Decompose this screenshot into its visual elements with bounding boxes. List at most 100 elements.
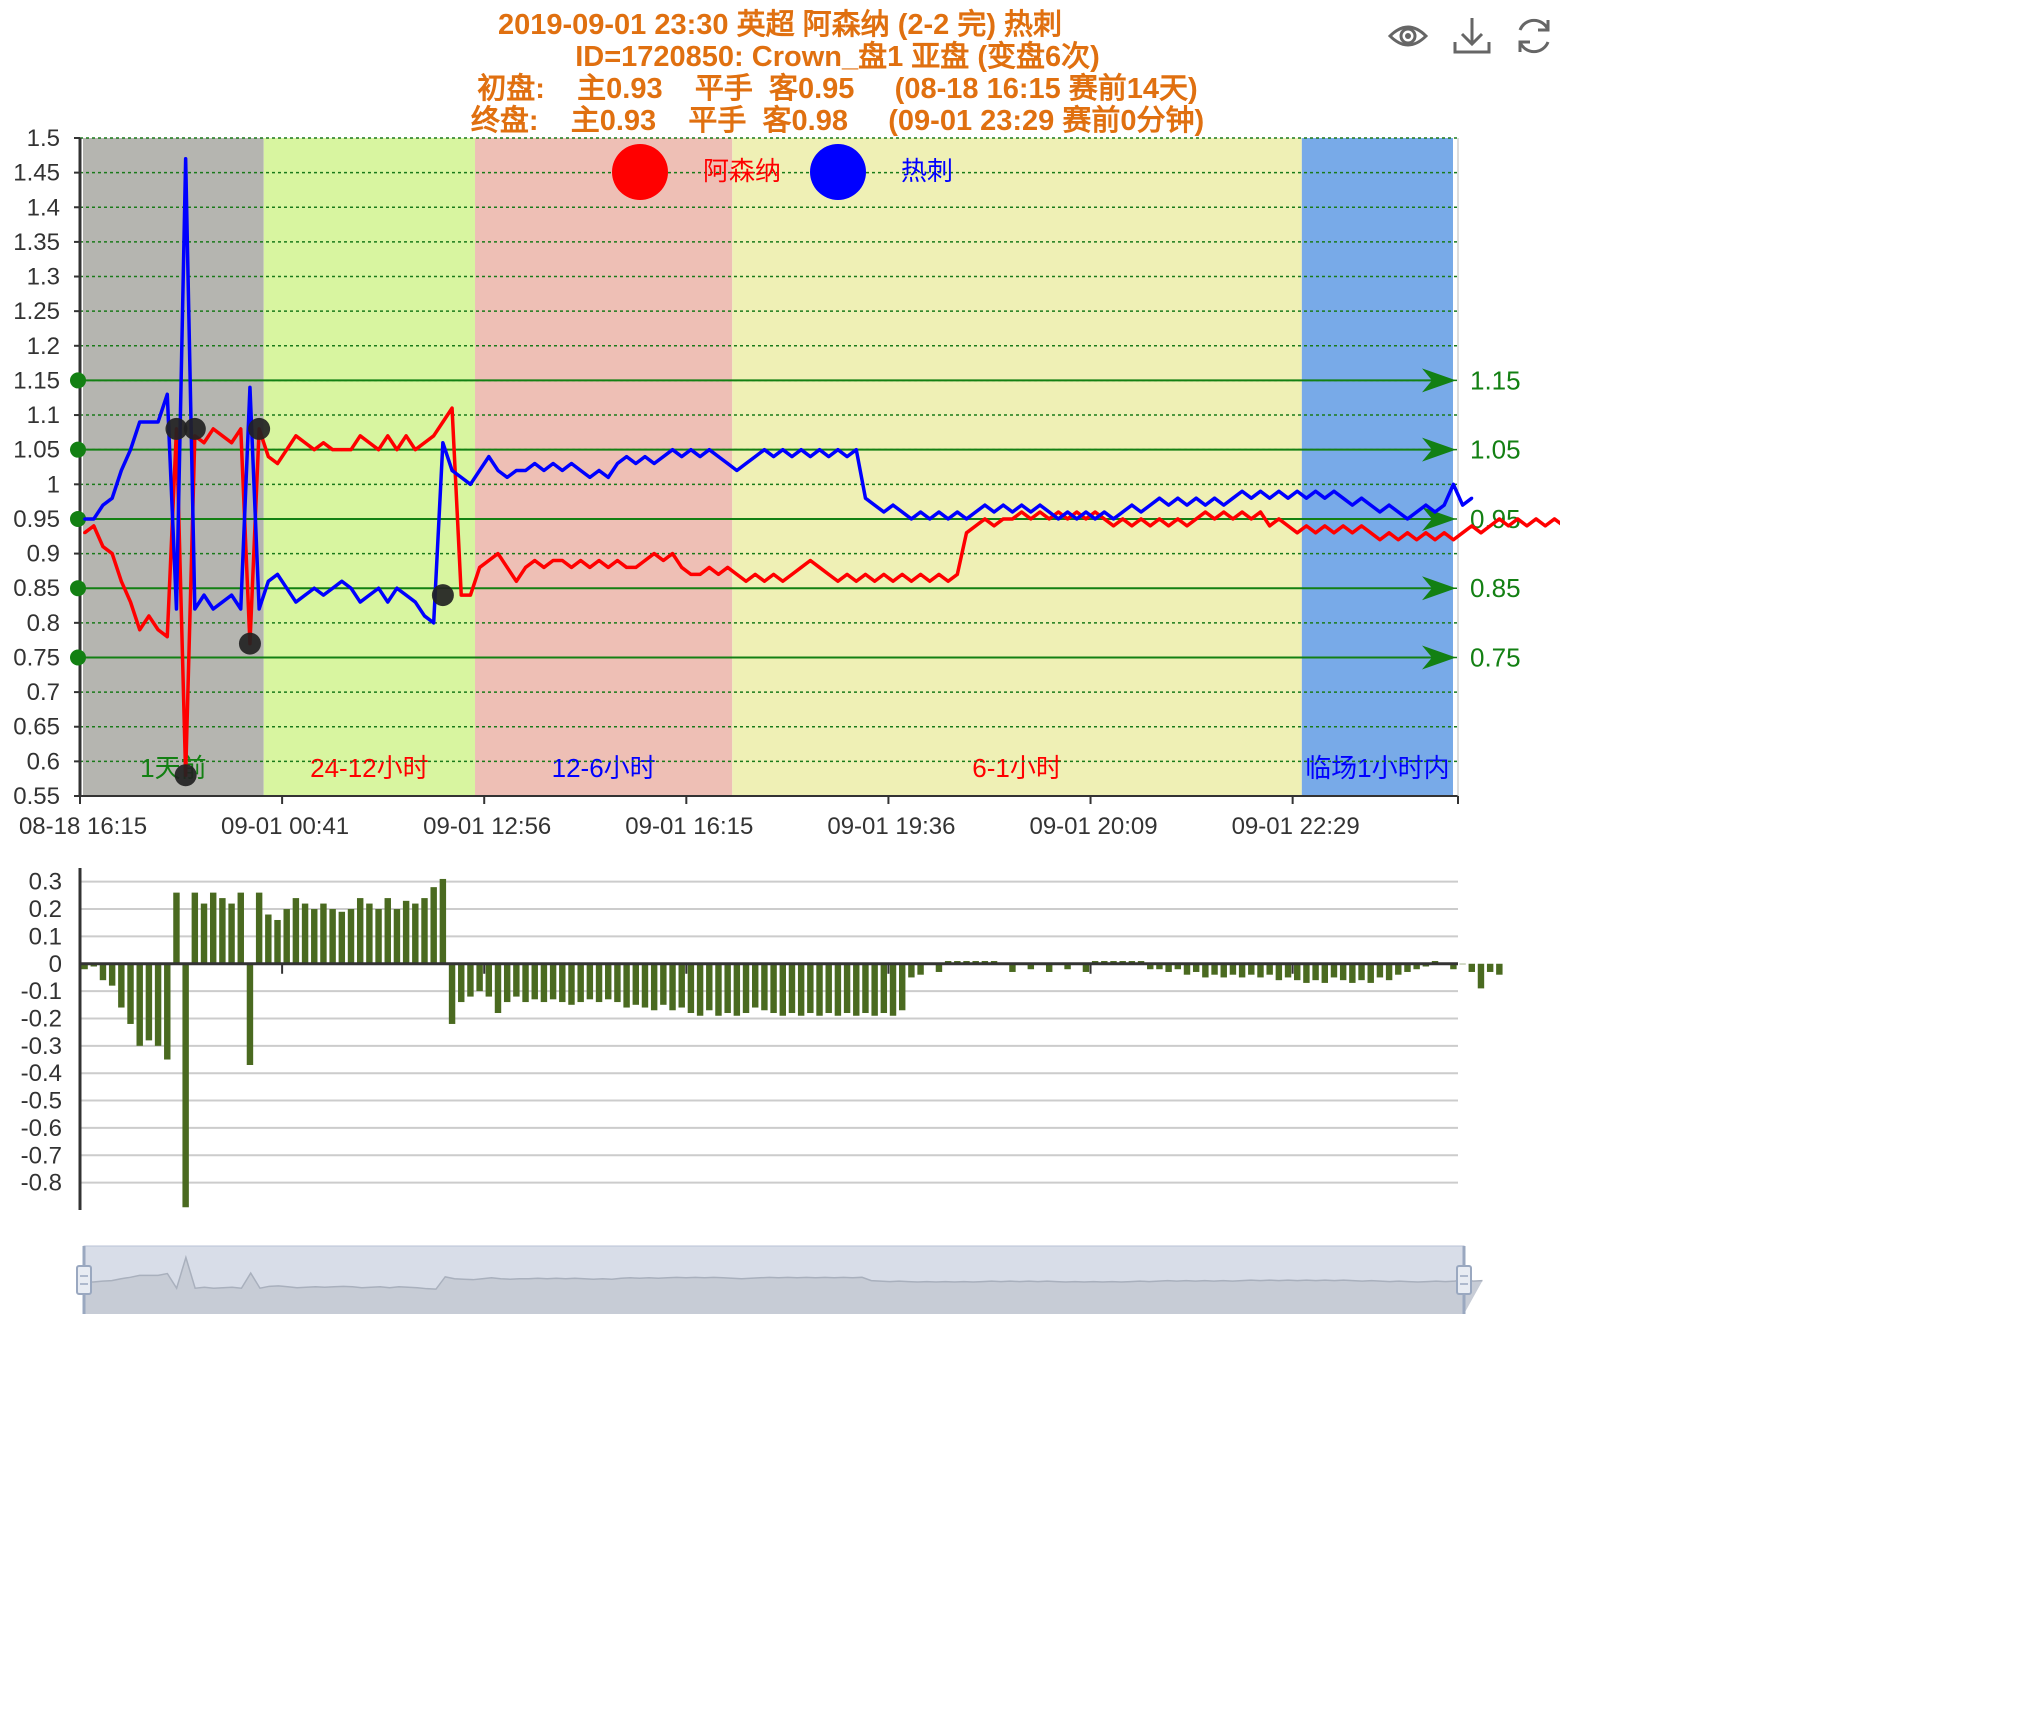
bar (522, 963, 529, 1003)
change-point-marker (238, 632, 261, 655)
series-point (450, 468, 454, 472)
series-point (946, 517, 950, 521)
series-point (1121, 510, 1125, 514)
series-point (1387, 503, 1391, 507)
reference-dot (70, 372, 86, 389)
series-point (1167, 503, 1171, 507)
zoom-handle-left[interactable] (76, 1246, 92, 1314)
bar (347, 909, 355, 964)
series-point (1405, 517, 1409, 521)
series-point (257, 607, 261, 611)
series-point (1047, 510, 1051, 514)
series-point (321, 593, 325, 597)
bar (182, 963, 189, 1208)
bar (255, 892, 263, 964)
series-point (459, 475, 463, 479)
series-point (652, 462, 656, 466)
series-point (358, 434, 362, 438)
bar (467, 963, 474, 997)
series-point (965, 531, 969, 535)
series-point (1323, 524, 1327, 528)
series-point (1130, 524, 1134, 528)
series-point (367, 441, 371, 445)
bar-y-tick-label: -0.6 (21, 1115, 62, 1142)
x-tick-label: 08-18 16:15 (19, 813, 147, 840)
bar (366, 903, 373, 964)
series-point (1194, 496, 1198, 500)
bar (1238, 963, 1246, 978)
band-label: 12-6小时 (552, 753, 656, 783)
x-tick-label: 09-01 12:56 (423, 813, 551, 840)
series-point (1488, 524, 1492, 528)
bar (421, 898, 428, 964)
series-point (413, 600, 417, 604)
series-point (1075, 510, 1079, 514)
bar (898, 963, 906, 1011)
series-point (974, 510, 978, 514)
bar (761, 963, 768, 1011)
series-point (974, 524, 978, 528)
series-point (606, 475, 610, 479)
bar (1147, 963, 1154, 970)
bar (605, 963, 612, 1000)
bar (1450, 963, 1457, 970)
bar (1192, 963, 1200, 972)
series-point (533, 559, 537, 563)
change-point-marker (174, 764, 197, 787)
series-point (542, 468, 546, 472)
series-point (1240, 510, 1244, 514)
series-point (129, 600, 133, 604)
bar (292, 898, 300, 964)
bar (595, 963, 603, 1003)
series-point (312, 586, 316, 590)
bar (191, 892, 199, 964)
series-point (955, 572, 959, 576)
series-point (1249, 517, 1253, 521)
bar (412, 903, 419, 964)
series-point (367, 593, 371, 597)
bar (568, 963, 575, 1005)
zoom-handle-right[interactable] (1456, 1246, 1472, 1314)
bar (246, 963, 254, 1065)
series-point (863, 496, 867, 500)
series-point (1433, 510, 1437, 514)
series-point (1369, 503, 1373, 507)
bar (1459, 963, 1466, 965)
series-point (1240, 489, 1244, 493)
series-point (174, 607, 178, 611)
series-point (349, 586, 353, 590)
bar (1367, 963, 1374, 983)
bar (614, 963, 621, 1003)
series-point (239, 607, 243, 611)
series-point (1314, 489, 1318, 493)
series-point (1001, 517, 1005, 521)
bar (393, 909, 401, 964)
series-point (891, 503, 895, 507)
series-point (661, 559, 665, 563)
bar (301, 903, 309, 964)
bar-y-tick-label: -0.4 (21, 1060, 62, 1087)
series-point (1084, 517, 1088, 521)
bar (458, 963, 465, 1003)
bar (338, 911, 346, 964)
series-point (1415, 538, 1419, 542)
bar (880, 963, 888, 1014)
series-point (1332, 489, 1336, 493)
series-point (1323, 496, 1327, 500)
series-point (1213, 496, 1217, 500)
refresh-icon[interactable] (1512, 14, 1556, 58)
series-point (882, 572, 886, 576)
change-point-marker (183, 417, 206, 440)
series-point (1350, 531, 1354, 535)
download-icon[interactable] (1450, 14, 1494, 58)
bar (1257, 963, 1264, 978)
y-tick-label: 1.15 (13, 367, 60, 394)
bar (274, 919, 281, 964)
y-tick-label: 1.1 (27, 402, 60, 429)
series-point (597, 559, 601, 563)
series-point (1020, 503, 1024, 507)
eye-icon[interactable] (1386, 14, 1430, 58)
series-point (92, 517, 96, 521)
bar (1027, 963, 1035, 970)
bar-y-tick-label: 0.3 (29, 869, 62, 896)
